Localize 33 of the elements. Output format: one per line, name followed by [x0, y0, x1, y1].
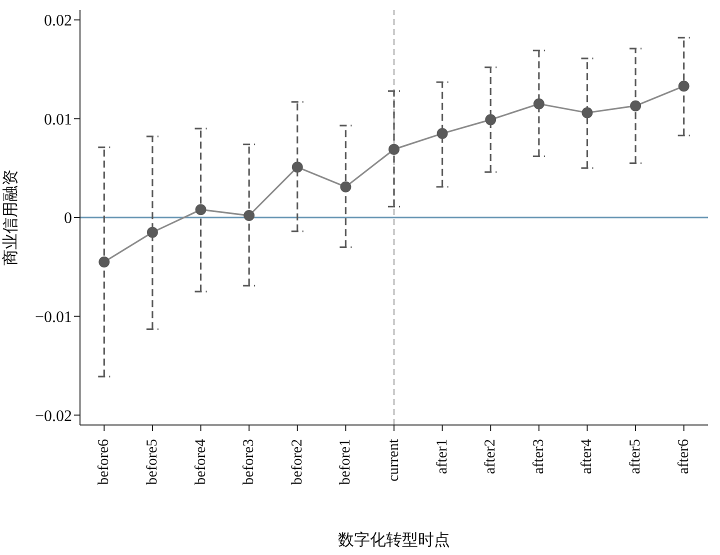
- point: [195, 204, 206, 216]
- point: [533, 98, 544, 110]
- x-tick-label: after5: [628, 439, 644, 474]
- point: [582, 107, 593, 118]
- point: [678, 80, 690, 92]
- x-tick-label: before2: [289, 439, 306, 485]
- x-tick-label: after6: [676, 438, 692, 474]
- y-tick-label: −0.01: [34, 308, 72, 326]
- x-tick-label: before5: [144, 439, 160, 485]
- x-tick-label: current: [386, 438, 402, 482]
- point: [292, 162, 303, 173]
- point: [388, 144, 400, 155]
- y-tick-label: 0: [64, 210, 72, 228]
- x-tick-label: before1: [338, 439, 354, 485]
- y-axis-title: 商业信用融资: [2, 170, 20, 266]
- y-tick-label: 0.01: [44, 111, 72, 128]
- x-tick-label: after3: [530, 439, 547, 474]
- x-tick-label: before3: [241, 439, 258, 485]
- x-tick-label: before6: [96, 438, 112, 485]
- y-tick-label: −0.02: [34, 408, 72, 425]
- point: [340, 181, 352, 192]
- x-tick-label: after4: [579, 438, 596, 474]
- point: [630, 100, 642, 112]
- x-tick-label: before4: [192, 438, 209, 485]
- x-tick-label: after1: [434, 439, 450, 474]
- point: [244, 210, 255, 222]
- point: [485, 114, 496, 126]
- point: [436, 128, 448, 140]
- y-tick-label: 0.02: [44, 12, 72, 30]
- point: [146, 226, 158, 238]
- point: [98, 256, 110, 268]
- x-axis-title: 数字化转型时点: [338, 531, 450, 549]
- x-tick-label: after2: [482, 439, 499, 474]
